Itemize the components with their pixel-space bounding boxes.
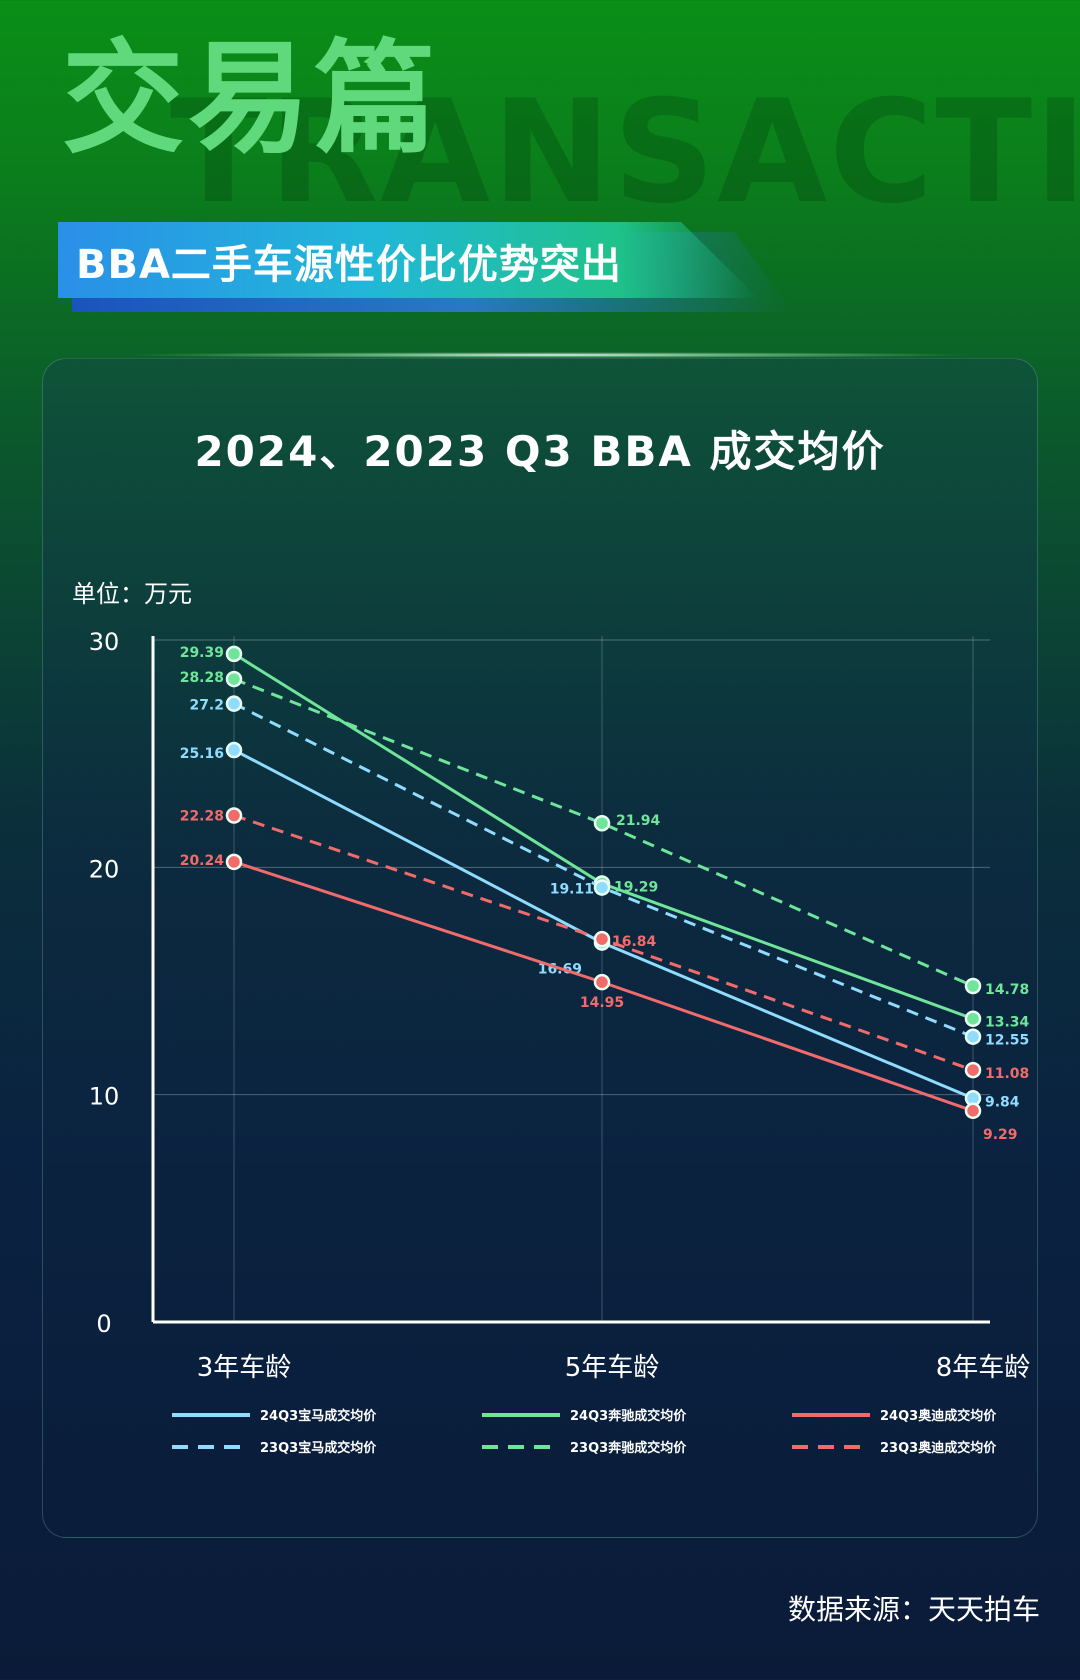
data-point [964, 1102, 982, 1120]
data-label: 14.95 [580, 995, 624, 1011]
data-label: 22.28 [180, 809, 224, 825]
chart-panel [42, 358, 1038, 1538]
data-point [964, 1028, 982, 1045]
data-point [593, 814, 611, 832]
x-tick-label: 8年车龄 [936, 1353, 1031, 1383]
series-line [233, 748, 974, 1100]
data-label: 21.94 [616, 813, 661, 829]
legend-label: 24Q3宝马成交均价 [260, 1408, 377, 1424]
data-point [964, 1010, 982, 1027]
data-label: 14.78 [985, 982, 1029, 998]
light-streak [120, 352, 980, 358]
data-point [593, 930, 611, 948]
legend-label: 23Q3奔驰成交均价 [570, 1440, 687, 1456]
data-point [593, 879, 611, 896]
chart-title: 2024、2023 Q3 BBA 成交均价 [194, 427, 886, 476]
section-title: 交易篇 [62, 28, 440, 170]
y-tick-label: 10 [89, 1083, 120, 1111]
data-label: 12.55 [985, 1033, 1029, 1049]
data-point [225, 807, 243, 824]
data-point [225, 670, 243, 688]
legend-label: 23Q3宝马成交均价 [260, 1440, 377, 1456]
series-line [233, 652, 974, 1021]
y-tick-label: 0 [96, 1310, 111, 1338]
data-point [225, 695, 243, 712]
legend-label: 24Q3奔驰成交均价 [570, 1408, 687, 1424]
x-tick-label: 5年车龄 [565, 1353, 660, 1383]
data-point [593, 973, 611, 991]
data-label: 9.29 [983, 1127, 1018, 1143]
data-label: 19.29 [614, 879, 658, 895]
series-line [233, 677, 974, 988]
data-point [225, 741, 243, 759]
data-label: 27.2 [189, 698, 224, 714]
data-label: 20.24 [180, 853, 225, 869]
data-source: 数据来源：天天拍车 [787, 1593, 1040, 1626]
data-label: 29.39 [180, 645, 224, 661]
data-point [225, 853, 243, 871]
data-label: 16.84 [612, 934, 657, 950]
unit-label: 单位：万元 [72, 580, 192, 608]
data-point [225, 645, 243, 663]
data-label: 13.34 [985, 1015, 1030, 1031]
data-label: 19.11 [550, 882, 594, 898]
y-tick-label: 20 [89, 855, 120, 883]
data-label: 28.28 [180, 670, 224, 686]
x-tick-label: 3年车龄 [197, 1353, 292, 1383]
data-label: 11.08 [985, 1066, 1029, 1082]
subtitle-banner [58, 222, 758, 298]
subtitle-banner-text: BBA二手车源性价比优势突出 [76, 242, 622, 288]
data-label: 9.84 [985, 1094, 1020, 1110]
legend-label: 23Q3奥迪成交均价 [880, 1440, 997, 1456]
y-tick-label: 30 [89, 628, 120, 656]
data-point [964, 977, 982, 995]
data-label: 25.16 [180, 746, 224, 762]
data-point [964, 1061, 982, 1079]
background-watermark-text: TRANSACTION S [170, 70, 1080, 235]
legend-label: 24Q3奥迪成交均价 [880, 1408, 997, 1424]
